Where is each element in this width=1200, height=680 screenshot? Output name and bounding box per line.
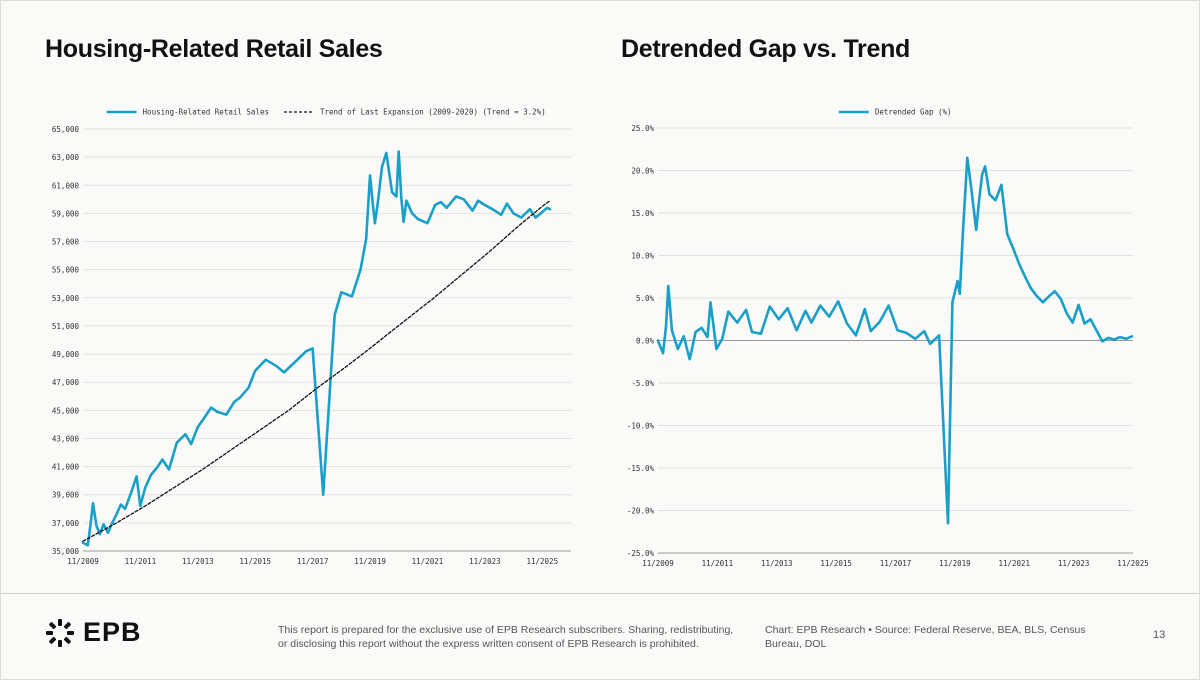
x-tick-label: 11/2013 [182,557,214,566]
x-tick-label: 11/2019 [939,559,971,568]
x-tick-label: 11/2021 [412,557,444,566]
y-tick-label: 25.0% [631,124,654,133]
y-tick-label: -15.0% [627,464,655,473]
x-tick-label: 11/2011 [702,559,734,568]
y-tick-label: 10.0% [631,252,654,261]
source-credit: Chart: EPB Research • Source: Federal Re… [765,624,1086,650]
y-tick-label: 49,000 [52,350,80,359]
y-tick-label: 51,000 [52,322,80,331]
page-number: 13 [1153,629,1166,641]
y-tick-label: 53,000 [52,294,80,303]
x-tick-label: 11/2019 [354,557,386,566]
series-line-primary [81,150,552,547]
y-tick-label: 20.0% [631,167,654,176]
legend-label: Housing-Related Retail Sales [143,108,269,117]
y-tick-label: 61,000 [52,181,80,190]
y-tick-label: 39,000 [52,491,80,500]
x-tick-label: 11/2009 [67,557,99,566]
epb-logo-icon [46,618,74,647]
x-tick-label: 11/2017 [880,559,912,568]
y-tick-label: 37,000 [52,519,80,528]
series-line-trend [82,200,551,542]
x-tick-label: 11/2021 [998,559,1030,568]
y-tick-label: 55,000 [52,266,80,275]
x-tick-label: 11/2009 [642,559,674,568]
y-tick-label: 5.0% [636,294,655,303]
epb-logo-text: EPB [83,617,142,647]
housing-retail-sales-chart: 35,000 37,000 39,000 41,000 43,000 45,000 47,0… [52,108,571,566]
y-tick-label: 35,000 [52,547,80,556]
y-tick-label: -20.0% [627,507,655,516]
left-chart-title: Housing-Related Retail Sales [45,35,383,63]
x-tick-label: 11/2025 [526,557,558,566]
y-tick-label: 65,000 [52,125,80,134]
x-tick-label: 11/2023 [1058,559,1090,568]
y-tick-label: -25.0% [627,549,655,558]
x-tick-label: 11/2015 [820,559,852,568]
series-line-primary [656,156,1134,525]
y-tick-label: -10.0% [627,422,655,431]
y-tick-label: 45,000 [52,406,80,415]
right-chart-title: Detrended Gap vs. Trend [621,35,911,63]
x-tick-label: 11/2013 [761,559,793,568]
x-tick-label: 11/2025 [1117,559,1149,568]
y-tick-label: -5.0% [631,379,654,388]
legend-label: Detrended Gap (%) [875,108,952,117]
y-tick-label: 47,000 [52,378,80,387]
y-tick-label: 15.0% [631,209,654,218]
y-tick-label: 63,000 [52,153,80,162]
x-tick-label: 11/2017 [297,557,329,566]
detrended-gap-chart: -25.0% -20.0% -15.0% -10.0% -5.0% 0.0% 5.0% 10.… [627,108,1149,568]
footer-divider [1,593,1200,594]
y-tick-label: 41,000 [52,463,80,472]
x-tick-label: 11/2023 [469,557,501,566]
x-tick-label: 11/2011 [125,557,157,566]
y-tick-label: 43,000 [52,434,80,443]
y-tick-label: 57,000 [52,238,80,247]
x-tick-label: 11/2015 [239,557,271,566]
legend-label: Trend of Last Expansion (2009-2020) (Tre… [320,108,546,117]
epb-logo: EPB [45,617,142,648]
y-tick-label: 59,000 [52,209,80,218]
disclaimer-text: This report is prepared for the exclusiv… [278,624,734,650]
y-tick-label: 0.0% [636,337,655,346]
